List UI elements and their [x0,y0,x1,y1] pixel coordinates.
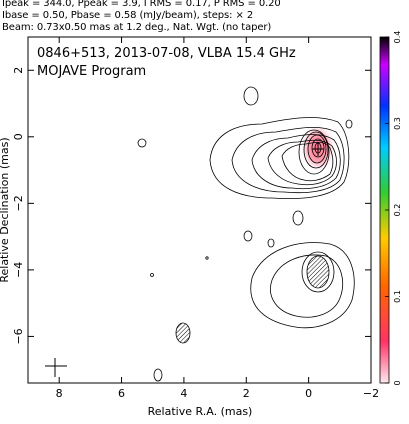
y-tick-label: −2 [12,195,25,211]
header-line-1: Ipeak = 344.0, Ppeak = 3.9, I RMS = 0.17… [2,0,281,9]
y-axis-label: Relative Declination (mas) [0,137,11,282]
y-axis: 2 0 −2 −4 −6 [12,67,371,345]
beam-marker [45,358,67,377]
chart-title: 0846+513, 2013-07-08, VLBA 15.4 GHz [37,46,296,61]
blob-north [243,86,259,106]
south-contour-2 [270,254,343,318]
core-contour-7 [303,131,329,169]
south-contour-4 [306,255,330,289]
core-contour-8 [307,134,327,164]
core-contour-6 [298,129,330,175]
y-tick-label: 0 [12,133,25,140]
blob-east-4 [267,238,275,248]
colorbar-axis: 0 0.1 0.2 0.3 0.4 [385,31,402,386]
south-contour-1 [250,242,355,329]
blob-southeast [175,322,191,344]
x-tick-label: −2 [363,387,379,400]
core-contour-3 [251,134,341,190]
blob-south [153,368,163,382]
contour-map [137,86,355,382]
colorbar-tick-label: 0.1 [393,290,402,303]
x-tick-label: 8 [56,387,63,400]
x-tick-label: 4 [180,387,187,400]
colorbar-tick-label: 0.2 [393,204,402,217]
x-tick-label: 0 [305,387,312,400]
blob-east-3 [243,230,253,242]
colorbar-tick-label: 0 [393,380,402,385]
blob-east-1 [137,138,147,148]
south-contour-3 [301,251,335,293]
header-line-2: Ibase = 0.50, Pbase = 0.58 (mJy/beam), s… [2,10,254,21]
chart-subtitle: MOJAVE Program [37,64,146,79]
blob-east-2 [292,210,304,226]
core-contour-1 [209,117,350,200]
x-tick-label: 6 [118,387,125,400]
header-line-3: Beam: 0.73x0.50 mas at 1.2 deg., Nat. Wg… [2,22,272,33]
core-contour-5 [281,141,334,182]
core-contour-9 [311,138,325,158]
dot-1 [150,273,154,277]
colorbar-tick-label: 0.4 [393,31,402,44]
plot-frame [27,36,372,384]
x-axis-label: Relative R.A. (mas) [148,405,253,418]
y-tick-label: 2 [12,67,25,74]
colorbar-tick-label: 0.3 [393,117,402,130]
blob-ne [345,119,353,129]
core-contour-4 [267,139,337,186]
x-tick-label: 2 [243,387,250,400]
y-tick-label: −6 [12,328,25,344]
x-axis: 8 6 4 2 0 −2 [56,37,379,400]
y-tick-label: −4 [12,262,25,278]
core-contour-2 [231,127,345,194]
dot-2 [205,256,209,260]
